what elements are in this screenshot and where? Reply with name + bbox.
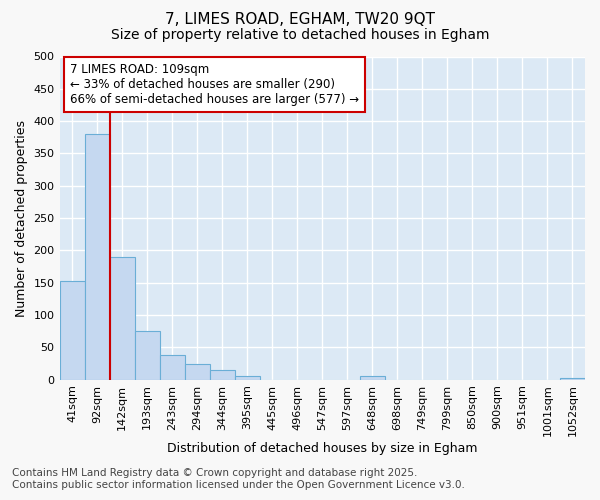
Bar <box>59 282 85 380</box>
Bar <box>560 378 585 380</box>
Bar <box>235 376 260 380</box>
Bar <box>185 364 209 380</box>
Y-axis label: Number of detached properties: Number of detached properties <box>15 120 28 316</box>
Text: 7 LIMES ROAD: 109sqm
← 33% of detached houses are smaller (290)
66% of semi-deta: 7 LIMES ROAD: 109sqm ← 33% of detached h… <box>70 63 359 106</box>
Text: 7, LIMES ROAD, EGHAM, TW20 9QT: 7, LIMES ROAD, EGHAM, TW20 9QT <box>165 12 435 28</box>
Bar <box>85 134 110 380</box>
Bar <box>110 257 134 380</box>
Text: Contains HM Land Registry data © Crown copyright and database right 2025.
Contai: Contains HM Land Registry data © Crown c… <box>12 468 465 490</box>
Bar <box>160 355 185 380</box>
Text: Size of property relative to detached houses in Egham: Size of property relative to detached ho… <box>111 28 489 42</box>
Bar <box>134 331 160 380</box>
Bar <box>360 376 385 380</box>
Bar <box>209 370 235 380</box>
X-axis label: Distribution of detached houses by size in Egham: Distribution of detached houses by size … <box>167 442 478 455</box>
